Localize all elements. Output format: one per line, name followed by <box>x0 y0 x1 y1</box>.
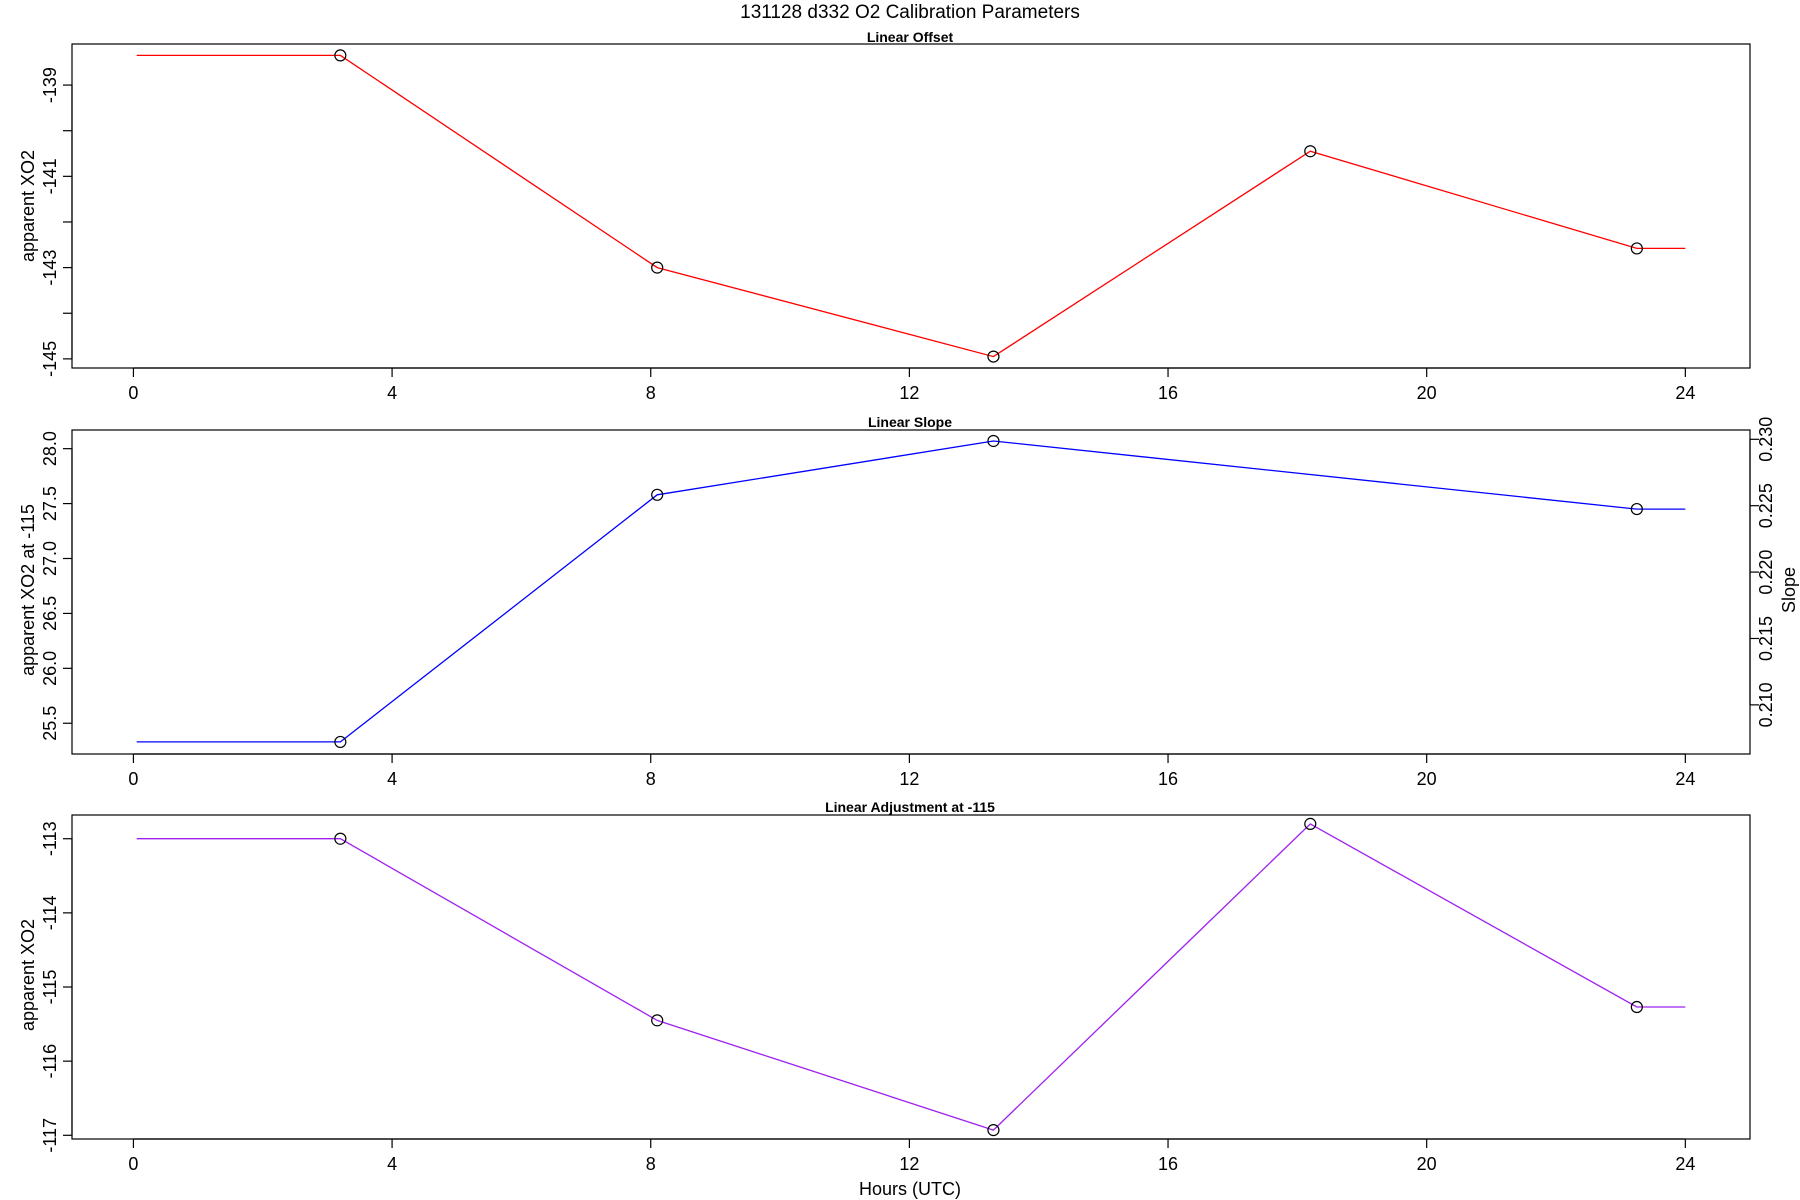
y-tick-label: 27.0 <box>40 541 60 576</box>
x-tick-label: 0 <box>128 1154 138 1174</box>
y-tick-label: -116 <box>40 1044 60 1079</box>
y-tick-label: 25.5 <box>40 706 60 741</box>
x-tick-label: 24 <box>1675 383 1695 403</box>
panel-linear-slope: Linear Slope apparent XO2 at -115 Slope … <box>18 414 1799 789</box>
y-tick-label: -117 <box>40 1118 60 1153</box>
x-tick-label: 16 <box>1158 1154 1178 1174</box>
data-point <box>987 434 1000 448</box>
series-line <box>136 823 1686 1131</box>
panel-title: Linear Offset <box>867 29 954 45</box>
x-tick-label: 12 <box>899 383 919 403</box>
y-tick-label: -141 <box>40 158 60 194</box>
x-tick-label: 4 <box>387 383 397 403</box>
y-tick-label: -114 <box>40 896 60 931</box>
panel-linear-adjustment: Linear Adjustment at -115 apparent XO2 0… <box>18 799 1751 1174</box>
series-line <box>136 440 1686 743</box>
data-point <box>987 1124 1000 1137</box>
y-tick-label: -139 <box>40 67 60 103</box>
data-point <box>334 49 347 62</box>
data-point <box>1304 817 1317 830</box>
data-point <box>1304 145 1317 158</box>
panel-title: Linear Slope <box>868 414 952 430</box>
data-point <box>1630 502 1643 516</box>
y-tick-label: -113 <box>40 821 60 856</box>
x-tick-label: 0 <box>128 769 138 789</box>
x-tick-label: 20 <box>1417 383 1437 403</box>
y2-tick-label: 0.215 <box>1756 616 1776 661</box>
series-line <box>136 54 1686 358</box>
x-tick-label: 8 <box>646 769 656 789</box>
y-axis-label: apparent XO2 <box>18 919 38 1031</box>
x-tick-label: 4 <box>387 769 397 789</box>
x-tick-label: 12 <box>899 769 919 789</box>
y-tick-label: -143 <box>40 250 60 286</box>
y-tick-label: -115 <box>40 970 60 1005</box>
x-tick-label: 0 <box>128 383 138 403</box>
data-point <box>651 261 664 274</box>
plot-frame <box>71 814 1751 1140</box>
y2-tick-label: 0.225 <box>1756 483 1776 528</box>
x-tick-label: 8 <box>646 1154 656 1174</box>
x-tick-label: 4 <box>387 1154 397 1174</box>
data-point <box>334 832 347 845</box>
data-point <box>987 350 1000 363</box>
data-point <box>334 735 347 749</box>
y-tick-label: 28.0 <box>40 431 60 466</box>
x-tick-label: 8 <box>646 383 656 403</box>
y2-axis-label: Slope <box>1779 567 1799 613</box>
y-axis-label: apparent XO2 <box>18 150 38 262</box>
y2-tick-label: 0.230 <box>1756 417 1776 462</box>
data-point <box>651 488 664 501</box>
data-point <box>1630 242 1643 255</box>
y-axis-label: apparent XO2 at -115 <box>18 504 38 676</box>
data-point <box>651 1014 664 1027</box>
x-tick-label: 20 <box>1417 1154 1437 1174</box>
x-tick-label: 16 <box>1158 769 1178 789</box>
y-tick-label: 26.0 <box>40 651 60 686</box>
plot-frame <box>71 429 1751 755</box>
data-point <box>1630 1000 1643 1014</box>
x-tick-label: 16 <box>1158 383 1178 403</box>
x-tick-label: 20 <box>1417 769 1437 789</box>
panel-linear-offset: Linear Offset apparent XO2 0 4 8 12 16 20 24 -1… <box>18 29 1751 403</box>
y-tick-label: 26.5 <box>40 596 60 631</box>
x-axis-label: Hours (UTC) <box>859 1179 961 1199</box>
panel-title: Linear Adjustment at -115 <box>825 799 995 815</box>
plot-frame <box>71 43 1751 369</box>
x-tick-label: 24 <box>1675 769 1695 789</box>
y2-tick-label: 0.210 <box>1756 682 1776 727</box>
y-tick-label: -145 <box>40 341 60 377</box>
y-tick-label: 27.5 <box>40 486 60 521</box>
x-tick-label: 24 <box>1675 1154 1695 1174</box>
x-tick-label: 12 <box>899 1154 919 1174</box>
y2-tick-label: 0.220 <box>1756 550 1776 595</box>
figure-title: 131128 d332 O2 Calibration Parameters <box>740 2 1080 23</box>
